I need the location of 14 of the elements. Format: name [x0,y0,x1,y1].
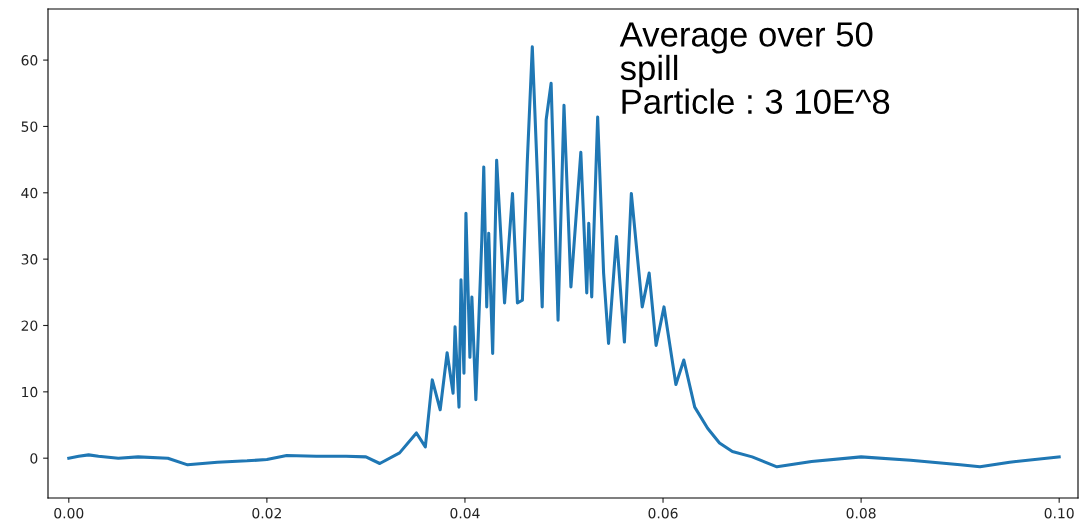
x-tick-label: 0.02 [252,507,281,519]
x-tick-label: 0.08 [846,507,876,519]
x-tick-label: 0.10 [1044,507,1074,519]
y-tick-label: 30 [21,254,38,265]
y-tick-label: 40 [21,187,38,199]
x-tick-label: 0.00 [54,507,84,519]
x-tick-label: 0.06 [648,507,678,519]
y-tick-label: 60 [21,55,38,66]
y-tick-label: 20 [21,320,38,331]
y-tick-label: 0 [30,453,38,464]
annotation: Average over 50 spill Particle : 3 10E^8 [619,22,890,114]
y-tick-label: 10 [22,386,38,398]
y-tick-label: 50 [21,121,38,132]
x-tick-label: 0.04 [450,507,480,519]
